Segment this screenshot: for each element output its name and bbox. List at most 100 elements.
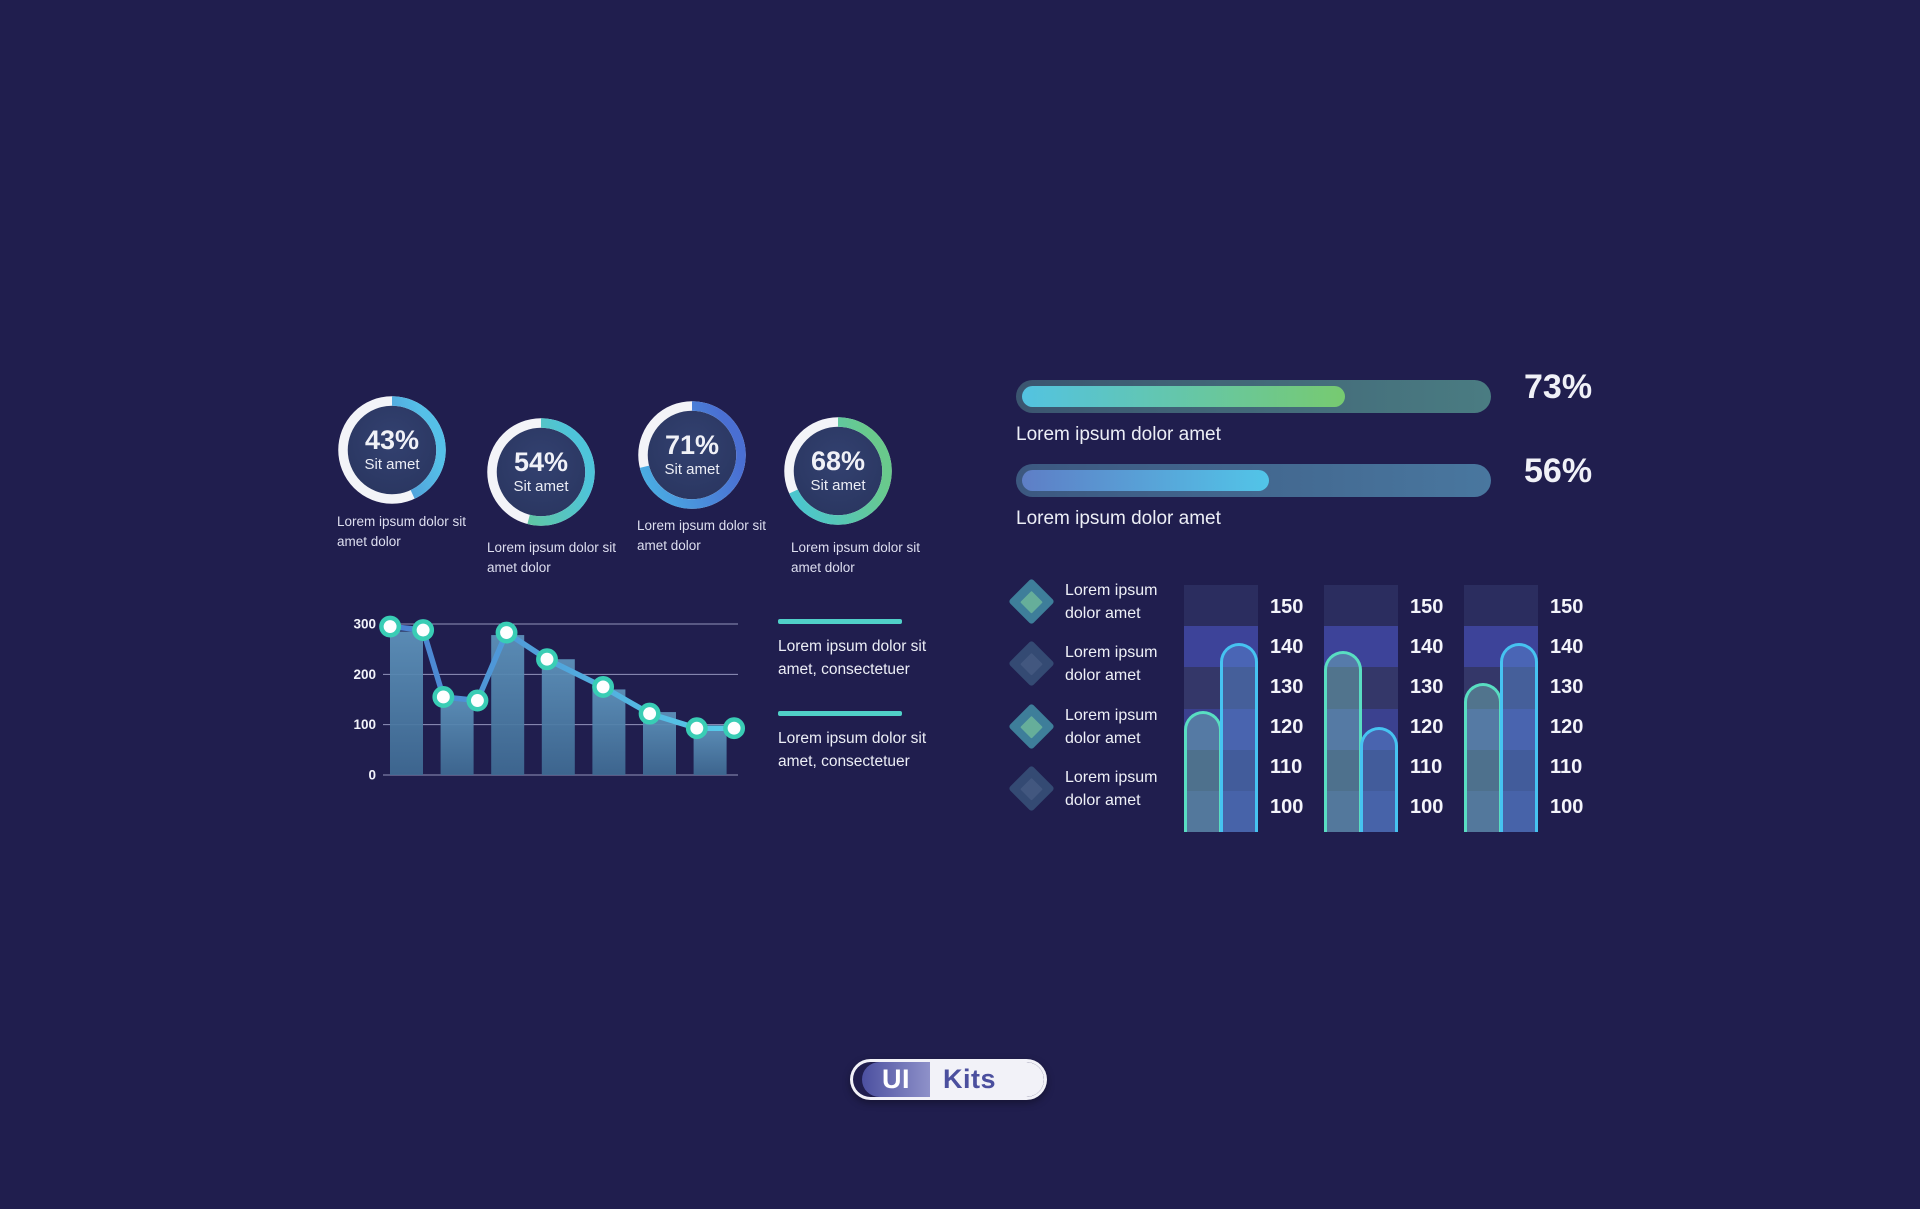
y-axis-tick: 100 — [353, 717, 376, 732]
donut-chart: 43% Sit amet — [338, 396, 446, 504]
progress-fill — [1022, 386, 1345, 407]
data-point-marker — [466, 689, 489, 712]
column-scale-label: 120 — [1270, 716, 1304, 738]
progress-label: Lorem ipsum dolor amet — [1016, 424, 1221, 445]
y-axis-tick: 300 — [353, 617, 376, 632]
column-scale-label: 130 — [1550, 676, 1584, 698]
column-scale-label: 110 — [1270, 756, 1303, 778]
progress-track — [1016, 380, 1491, 413]
data-point-marker — [536, 648, 558, 671]
donut-percent-label: 71% — [664, 430, 720, 460]
logo-ui-text: UI — [882, 1064, 910, 1094]
data-point-marker — [495, 621, 518, 644]
rounded-bar-cyan — [1500, 643, 1538, 832]
donut-sublabel: Sit amet — [513, 478, 569, 495]
donut-ring — [487, 418, 595, 526]
y-axis-tick: 200 — [353, 667, 376, 682]
bar — [592, 689, 626, 775]
diamond-inner — [1020, 715, 1043, 738]
logo-kits-zone: Kits — [930, 1062, 1044, 1097]
column-scale-label: 140 — [1410, 636, 1444, 658]
line-bar-chart: 300 200 100 0 — [340, 613, 754, 793]
data-point-marker — [723, 717, 746, 740]
column-scale-label: 150 — [1270, 596, 1304, 618]
data-point-marker — [592, 675, 615, 698]
trend-line — [387, 623, 737, 731]
feature-list-item: Lorem ipsum dolor amet — [1008, 703, 1169, 750]
rounded-bar-cyan — [1360, 727, 1398, 832]
diamond-icon — [1008, 640, 1055, 687]
bar — [390, 631, 423, 775]
feature-label: Lorem ipsum dolor amet — [1065, 644, 1158, 684]
column-chart: 150 140 130 120 110 100 — [1184, 583, 1324, 838]
donut-percent-label: 54% — [513, 447, 569, 477]
logo-badge: UI Kits — [850, 1059, 1047, 1100]
donut-caption: Lorem ipsum dolor sit amet dolor — [637, 518, 767, 553]
column-scale-label: 120 — [1550, 716, 1584, 738]
donut-caption: Lorem ipsum dolor sit amet dolor — [487, 540, 617, 575]
logo-badge-core: UI Kits — [862, 1062, 1044, 1097]
column-scale-label: 150 — [1550, 596, 1584, 618]
rounded-bar-cyan — [1220, 643, 1258, 832]
y-axis-tick: 0 — [368, 768, 376, 783]
column-scale-label: 120 — [1410, 716, 1444, 738]
data-point-marker — [638, 702, 661, 725]
rounded-bar-teal — [1464, 683, 1502, 832]
donut-center: 54% Sit amet — [487, 418, 595, 526]
column-scale-label: 150 — [1410, 596, 1444, 618]
donut-center: 68% Sit amet — [784, 417, 892, 525]
bar — [541, 659, 575, 775]
data-point-marker — [379, 615, 402, 638]
column-scale-label: 130 — [1270, 676, 1304, 698]
legend-label: Lorem ipsum dolor sit amet, consectetuer — [778, 729, 927, 770]
logo-ui-zone: UI — [862, 1062, 930, 1097]
donut-percent-label: 68% — [810, 446, 866, 476]
donut-chart: 71% Sit amet — [638, 401, 746, 509]
donut-sublabel: Sit amet — [810, 477, 866, 494]
data-point-marker — [432, 686, 455, 708]
column-scale-label: 110 — [1410, 756, 1443, 778]
rounded-bar-teal — [1184, 711, 1222, 832]
diamond-icon — [1008, 765, 1055, 812]
diamond-icon — [1008, 578, 1055, 625]
legend-rule — [778, 619, 902, 624]
line-bar-chart-svg: 300 200 100 0 — [353, 615, 746, 783]
legend-item: Lorem ipsum dolor sit amet, consectetuer — [778, 619, 930, 681]
diamond-inner — [1020, 652, 1043, 675]
donut-ring — [338, 396, 446, 504]
donut-ring — [784, 417, 892, 525]
diamond-icon — [1008, 703, 1055, 750]
progress-track — [1016, 464, 1491, 497]
column-chart: 150 140 130 120 110 100 — [1324, 583, 1464, 838]
column-scale-label: 100 — [1410, 796, 1444, 818]
diamond-inner — [1020, 777, 1043, 800]
feature-list-item: Lorem ipsum dolor amet — [1008, 578, 1169, 625]
column-chart: 150 140 130 120 110 100 — [1464, 583, 1604, 838]
donut-ring — [638, 401, 746, 509]
column-charts-group: 150 140 130 120 110 100 150 140 130 120 110 100 150 1… — [1184, 583, 1614, 841]
column-scale-label: 100 — [1550, 796, 1584, 818]
feature-label: Lorem ipsum dolor amet — [1065, 769, 1158, 809]
legend-item: Lorem ipsum dolor sit amet, consectetuer — [778, 711, 930, 773]
column-scale-label: 140 — [1550, 636, 1584, 658]
column-scale-label: 130 — [1410, 676, 1444, 698]
progress-percent: 56% — [1524, 452, 1593, 490]
donut-sublabel: Sit amet — [664, 461, 720, 478]
feature-label: Lorem ipsum dolor amet — [1065, 707, 1158, 747]
column-scale-label: 110 — [1550, 756, 1583, 778]
column-scale-label: 140 — [1270, 636, 1304, 658]
feature-list-item: Lorem ipsum dolor amet — [1008, 765, 1169, 812]
logo-kits-text: Kits — [943, 1064, 997, 1094]
feature-label: Lorem ipsum dolor amet — [1065, 582, 1158, 622]
rounded-bar-teal — [1324, 651, 1362, 832]
logo-badge-inner: UI Kits — [853, 1062, 1044, 1097]
progress-label: Lorem ipsum dolor amet — [1016, 508, 1221, 529]
donut-sublabel: Sit amet — [364, 456, 420, 473]
legend-rule — [778, 711, 902, 716]
legend-label: Lorem ipsum dolor sit amet, consectetuer — [778, 637, 927, 678]
donut-percent-label: 43% — [364, 425, 420, 455]
donut-center: 71% Sit amet — [638, 401, 746, 509]
data-point-marker — [685, 717, 708, 740]
bar — [440, 698, 474, 775]
